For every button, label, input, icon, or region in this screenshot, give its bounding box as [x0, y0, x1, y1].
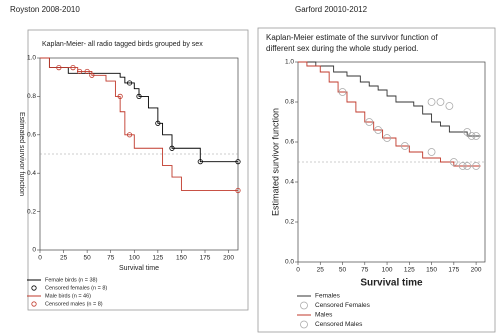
legend-label: Censored males (n = 8): [45, 301, 103, 307]
y-tick-label: 0.0: [285, 259, 294, 266]
x-tick-label: 150: [176, 255, 187, 262]
censored-marker: [427, 98, 436, 106]
x-tick-label: 75: [107, 255, 115, 262]
censored-marker: [126, 132, 133, 138]
censored-marker: [472, 162, 480, 170]
censored-marker: [197, 159, 203, 165]
x-tick-label: 150: [426, 267, 437, 274]
censored-marker: [427, 148, 436, 156]
legend-label: Censored Females: [315, 302, 371, 309]
legend-label: Censored Males: [315, 321, 363, 328]
legend-swatch: [300, 320, 308, 329]
censored-marker: [84, 68, 90, 75]
censored-marker: [374, 126, 383, 134]
censored-marker: [89, 72, 95, 78]
censored-marker: [463, 162, 472, 170]
x-tick-label: 0: [38, 255, 42, 262]
y-tick-label: 0.4: [285, 179, 294, 186]
chart-title: Kaplan-Meier- all radio tagged birds gro…: [42, 41, 203, 48]
censored-marker: [235, 159, 241, 165]
panel-heading: Royston 2008-2010: [10, 5, 80, 14]
x-axis-label: Survival time: [119, 265, 159, 272]
censored-marker: [365, 118, 374, 126]
legend-label: Males: [315, 312, 333, 319]
censored-marker: [117, 93, 123, 100]
censored-marker: [235, 187, 241, 194]
legend-label: Females: [315, 293, 341, 300]
censored-marker: [169, 145, 175, 151]
y-tick-label: 0.4: [27, 170, 36, 177]
x-tick-label: 100: [129, 255, 140, 262]
censored-marker: [458, 162, 467, 170]
y-tick-label: 1.0: [285, 59, 294, 66]
censored-marker: [445, 102, 454, 110]
x-tick-label: 25: [317, 267, 325, 274]
x-tick-label: 25: [60, 255, 68, 262]
censored-marker: [472, 132, 480, 140]
y-tick-label: 0.2: [285, 219, 294, 226]
chart-title: Kaplan-Meier estimate of the survivor fu…: [266, 33, 438, 42]
censored-marker: [56, 65, 62, 71]
panel-frame: [27, 29, 249, 311]
y-tick-label: 1.0: [27, 55, 36, 62]
censored-marker: [77, 68, 83, 75]
x-tick-label: 75: [361, 267, 369, 274]
y-axis-label: Estimated survivor function: [270, 108, 280, 216]
x-tick-label: 200: [223, 255, 234, 262]
x-tick-label: 50: [339, 267, 347, 274]
censored-marker: [400, 142, 409, 150]
survival-curve: [298, 61, 481, 167]
y-tick-label: 0.8: [285, 99, 294, 106]
censored-marker: [338, 88, 347, 96]
x-tick-label: 175: [200, 255, 211, 262]
censored-marker: [463, 128, 472, 136]
legend-label: Female birds (n = 38): [45, 277, 98, 283]
censored-marker: [136, 93, 142, 100]
censored-marker: [70, 65, 76, 71]
x-tick-label: 175: [448, 267, 459, 274]
censored-marker: [383, 134, 391, 142]
x-tick-label: 0: [296, 267, 300, 274]
y-tick-label: 0.6: [285, 139, 294, 146]
legend-swatch: [300, 301, 308, 310]
censored-marker: [449, 158, 458, 166]
censored-marker: [155, 120, 161, 126]
survival-curve: [40, 57, 238, 163]
panel-frame: [257, 27, 496, 333]
y-tick-label: 0.2: [27, 208, 36, 215]
x-axis-label: Survival time: [360, 278, 423, 289]
y-tick-label: 0.8: [27, 93, 36, 100]
legend-label: Male birds (n = 46): [45, 293, 91, 299]
censored-marker: [436, 98, 445, 106]
y-tick-label: 0: [32, 247, 36, 254]
x-tick-label: 125: [404, 267, 415, 274]
legend-label: Censored females (n = 8): [45, 285, 107, 291]
censored-marker: [126, 80, 133, 86]
survival-curve: [298, 61, 481, 137]
survival-curve: [40, 57, 238, 191]
x-tick-label: 100: [382, 267, 393, 274]
x-tick-label: 125: [152, 255, 163, 262]
y-tick-label: 0.6: [27, 132, 36, 139]
censored-marker: [467, 132, 476, 140]
chart-title: different sex during the whole study per…: [266, 44, 418, 53]
legend-swatch: [31, 285, 37, 291]
x-tick-label: 50: [84, 255, 92, 262]
x-tick-label: 200: [471, 267, 482, 274]
legend-swatch: [31, 301, 37, 307]
panel-heading: Garford 20010-2012: [295, 5, 368, 14]
y-axis-label: Estimated survivor function: [18, 112, 25, 196]
